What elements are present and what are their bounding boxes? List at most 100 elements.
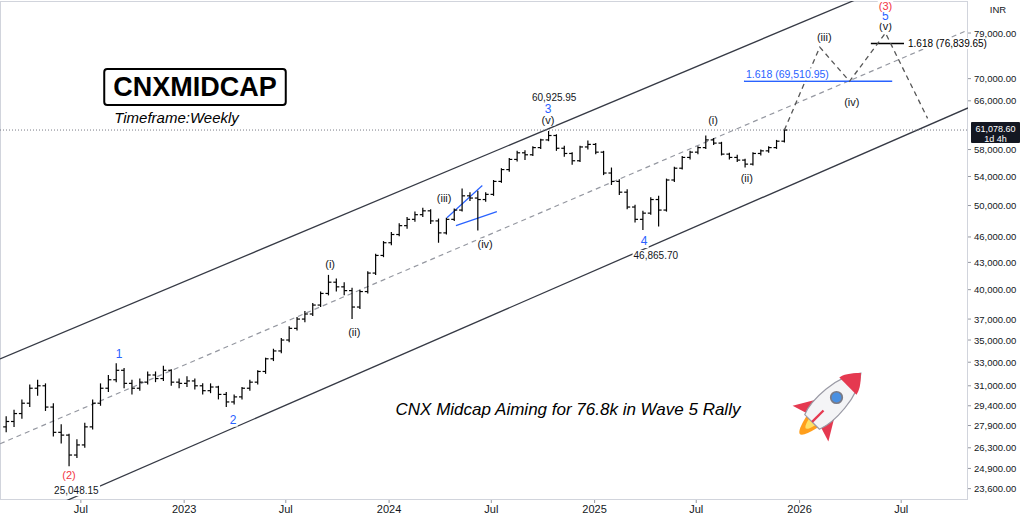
bar-countdown: 1d 4h <box>984 134 1007 144</box>
y-tick <box>968 33 971 34</box>
bar-close <box>494 181 497 182</box>
bar-open <box>239 396 242 397</box>
bar-close <box>179 383 182 384</box>
bar-close <box>30 388 33 389</box>
bar-open <box>608 172 611 173</box>
bar-close <box>580 146 583 147</box>
bar-close <box>85 426 88 427</box>
bar-open <box>42 385 45 386</box>
bar-open <box>270 358 273 359</box>
bar-range <box>241 387 242 399</box>
bar-open <box>105 388 108 389</box>
wave-label: 3 <box>545 102 552 116</box>
bar-open <box>404 225 407 226</box>
y-tick-label: 27,900.00 <box>974 420 1016 431</box>
bar-close <box>368 272 371 273</box>
bar-close <box>140 382 143 383</box>
bar-open <box>50 406 53 407</box>
bar-close <box>211 386 214 387</box>
y-tick <box>968 425 971 426</box>
bar-range <box>249 380 250 391</box>
bar-close <box>407 219 410 220</box>
bar-open <box>530 154 533 155</box>
bar-range <box>21 399 22 418</box>
bar-open <box>231 401 234 402</box>
fib-level <box>871 43 904 45</box>
bar-open <box>396 234 399 235</box>
labels: 1.618 (69,510.95)1.618 (76,839.65)(2)25,… <box>53 0 988 496</box>
bar-range <box>108 375 109 392</box>
bar-close <box>698 147 701 148</box>
bar-range <box>202 383 203 394</box>
bar-range <box>53 403 54 436</box>
bar-range <box>603 151 604 175</box>
title: CNXMIDCAP <box>113 72 277 102</box>
bar-range <box>705 136 706 149</box>
label-patch <box>740 172 754 184</box>
bar-close <box>431 220 434 221</box>
bar-range <box>721 142 722 156</box>
bar-open <box>593 144 596 145</box>
bar-range <box>438 219 439 243</box>
bar-open <box>443 232 446 233</box>
bar-open <box>365 291 368 292</box>
bar-open <box>546 139 549 140</box>
bar-range <box>477 191 478 231</box>
label-patch <box>544 102 553 116</box>
bar-close <box>61 435 64 436</box>
bar-close <box>556 148 559 149</box>
bar-close <box>77 444 80 445</box>
wave-label: 25,048.15 <box>54 485 99 496</box>
bar-close <box>533 147 536 148</box>
x-tick-label: Jul <box>74 503 88 515</box>
bar-open <box>318 304 321 305</box>
bar-close <box>643 213 646 214</box>
y-tick <box>968 78 971 79</box>
bar-close <box>572 160 575 161</box>
label-patch <box>115 347 124 361</box>
label-patch <box>324 258 336 270</box>
bar-close <box>588 144 591 145</box>
bar-close <box>415 214 418 215</box>
y-tick <box>968 176 971 177</box>
bar-range <box>375 254 376 275</box>
fib-label: 1.618 (76,839.65) <box>908 38 987 49</box>
last-price-label: 61,078.60 <box>975 124 1015 134</box>
y-tick-label: 50,000.00 <box>974 200 1016 211</box>
bar-range <box>579 146 580 162</box>
bar-range <box>422 208 423 217</box>
bar-open <box>388 242 391 243</box>
bar-close <box>218 394 221 395</box>
label-patch <box>531 92 578 103</box>
y-tick <box>968 289 971 290</box>
bar-close <box>22 403 25 404</box>
wave-projection <box>784 33 927 130</box>
label-patch <box>745 68 830 80</box>
bar-open <box>640 219 643 220</box>
bar-range <box>131 380 132 395</box>
bar-open <box>168 370 171 371</box>
bar-open <box>726 154 729 155</box>
bar-range <box>6 416 7 432</box>
bar-open <box>121 370 124 371</box>
bar-open <box>758 153 761 154</box>
rocket-nose <box>839 365 869 395</box>
bar-range <box>682 156 683 169</box>
bar-open <box>160 378 163 379</box>
bar-close <box>682 157 685 158</box>
y-tick-label: 46,000.00 <box>974 231 1016 242</box>
rocket-body <box>802 363 870 431</box>
bar-close <box>674 168 677 169</box>
bar-close <box>729 157 732 158</box>
bar-open <box>475 197 478 198</box>
bar-open <box>3 426 6 427</box>
bar-close <box>53 432 56 433</box>
bar-range <box>92 399 93 429</box>
bar-open <box>561 148 564 149</box>
bar-open <box>113 379 116 380</box>
price-bars <box>3 129 787 467</box>
wave-label: 2 <box>230 413 237 427</box>
bar-close <box>690 152 693 153</box>
bar-close <box>281 339 284 340</box>
x-tick-label: Jul <box>689 503 703 515</box>
